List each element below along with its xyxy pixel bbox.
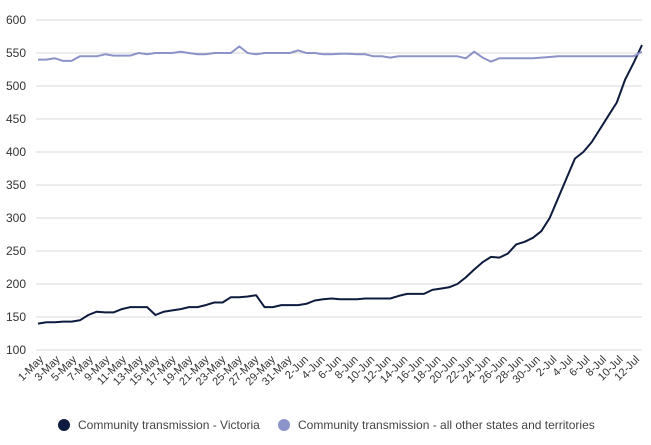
y-tick-label: 450 (6, 112, 26, 126)
series-lines (37, 44, 643, 325)
legend-label-other-states: Community transmission - all other state… (298, 418, 595, 432)
y-axis-ticks: 100 150 200 250 300 350 400 450 500 550 600 (6, 13, 26, 357)
y-tick-label: 100 (6, 343, 26, 357)
series-line-victoria (37, 44, 643, 325)
y-tick-label: 250 (6, 244, 26, 258)
y-tick-label: 200 (6, 277, 26, 291)
y-tick-label: 400 (6, 145, 26, 159)
legend-item-victoria[interactable]: Community transmission - Victoria (58, 418, 260, 432)
legend-item-other-states[interactable]: Community transmission - all other state… (278, 418, 595, 432)
legend: Community transmission - Victoria Commun… (0, 418, 651, 436)
series-line-other-states (38, 45, 643, 63)
y-tick-label: 500 (6, 79, 26, 93)
line-chart: 100 150 200 250 300 350 400 450 500 550 600 1-May3… (6, 13, 643, 388)
legend-swatch-victoria (58, 419, 70, 431)
y-tick-label: 550 (6, 46, 26, 60)
legend-label-victoria: Community transmission - Victoria (78, 418, 260, 432)
y-tick-label: 300 (6, 211, 26, 225)
y-tick-label: 150 (6, 310, 26, 324)
gridlines (36, 19, 642, 351)
y-tick-label: 600 (6, 13, 26, 27)
y-tick-label: 350 (6, 178, 26, 192)
legend-swatch-other-states (278, 419, 290, 431)
x-axis-ticks: 1-May3-May5-May7-May9-May11-May13-May15-… (16, 353, 642, 388)
